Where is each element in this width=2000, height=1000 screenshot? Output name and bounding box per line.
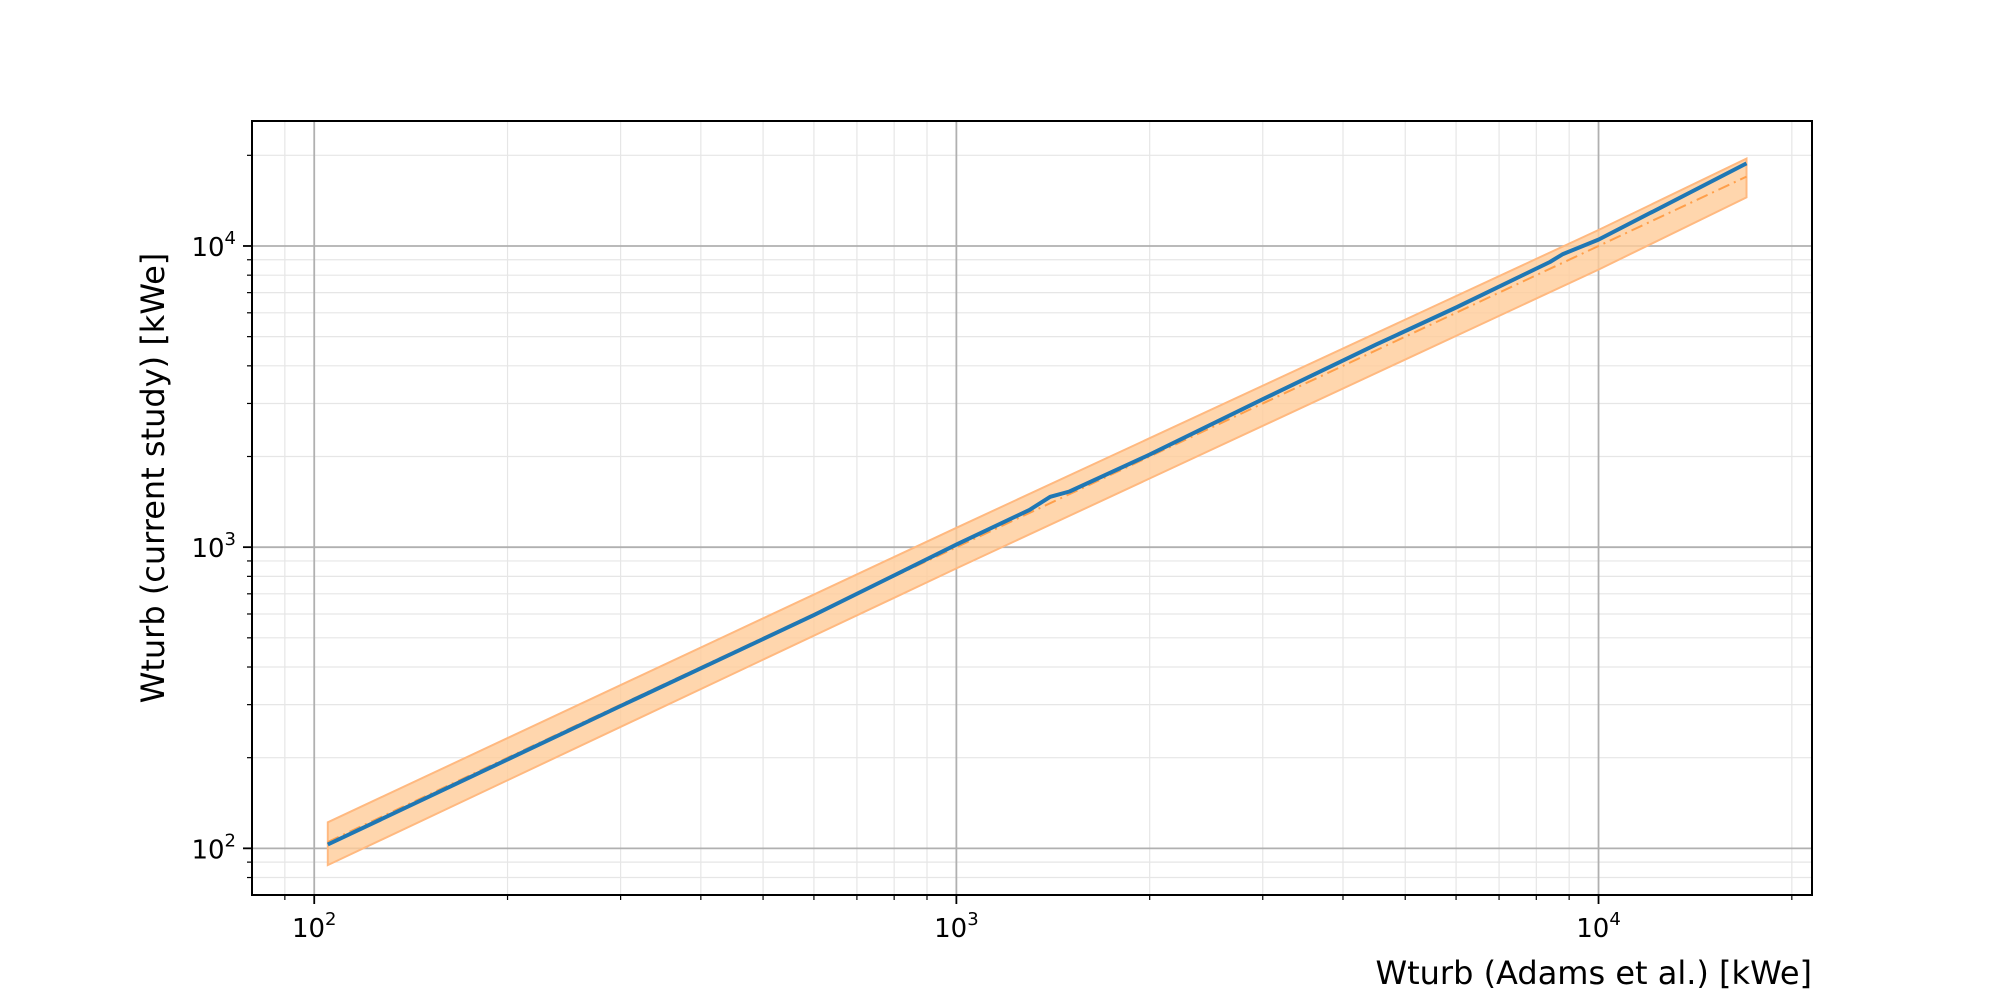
- y-tick-label: 103: [191, 529, 236, 564]
- model-series-line: [326, 161, 1748, 847]
- y-axis-label: Wturb (current study) [kWe]: [134, 253, 172, 704]
- minor-grid: [252, 121, 1812, 895]
- x-tick-label: 102: [292, 909, 337, 944]
- series-layer: [326, 161, 1748, 847]
- y-tick-label: 104: [191, 228, 236, 263]
- y-tick-label: 102: [191, 830, 236, 865]
- plot-frame: [251, 120, 1813, 896]
- x-axis-label: Wturb (Adams et al.) [kWe]: [1375, 954, 1812, 992]
- x-tick-label: 104: [1576, 909, 1621, 944]
- ticks-layer: [243, 154, 1793, 904]
- x-tick-label: 103: [934, 909, 979, 944]
- tick-labels-layer: 102 103 104 102 103 104: [191, 228, 1620, 944]
